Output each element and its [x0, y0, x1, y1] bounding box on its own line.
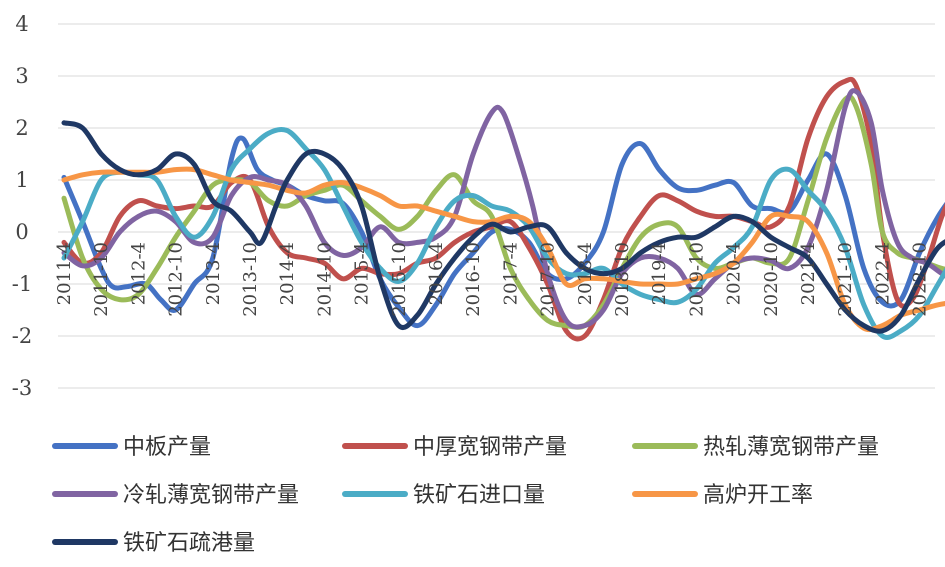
y-tick-label: -2	[12, 324, 32, 348]
series-line-1	[61, 135, 945, 329]
y-tick-label: 4	[15, 12, 28, 36]
legend-item: 铁矿石疏港量	[52, 531, 255, 556]
x-tick-label: 2016-4	[426, 242, 447, 305]
x-tick-label: 2011-10	[91, 242, 112, 317]
x-tick-label: 2012-10	[166, 242, 187, 317]
y-tick-label: 2	[15, 116, 28, 140]
x-tick-label: 2013-10	[240, 242, 261, 317]
x-tick-label: 2018-4	[575, 242, 596, 305]
x-tick-label: 2020-10	[761, 242, 782, 317]
y-tick-label: 3	[15, 64, 28, 88]
legend-item: 铁矿石进口量	[342, 483, 545, 508]
x-tick-label: 2017-10	[538, 242, 559, 317]
series-lines	[61, 76, 945, 342]
x-tick-label: 2020-4	[724, 242, 745, 305]
legend-item: 中厚宽钢带产量	[342, 435, 567, 460]
x-tick-label: 2013-4	[203, 242, 224, 305]
series-line-6	[61, 166, 945, 333]
legend-label: 中厚宽钢带产量	[413, 435, 567, 460]
legend-label: 高炉开工率	[703, 483, 813, 508]
x-tick-label: 2014-10	[314, 242, 335, 317]
legend-label: 铁矿石进口量	[413, 483, 545, 508]
series-line-3	[61, 94, 945, 330]
x-tick-label: 2022-10	[910, 242, 931, 317]
y-tick-label: -1	[12, 272, 32, 296]
y-tick-label: 0	[15, 220, 28, 244]
x-tick-label: 2015-4	[352, 242, 373, 305]
series-line-7	[61, 120, 945, 334]
x-tick-label: 2017-4	[500, 242, 521, 305]
x-tick-label: 2012-4	[128, 242, 149, 305]
legend-label: 中板产量	[123, 435, 211, 460]
y-tick-label: -3	[12, 376, 32, 400]
x-tick-label: 2018-10	[612, 242, 633, 317]
legend-item: 冷轧薄宽钢带产量	[52, 483, 299, 508]
x-axis-ticks: 2011-4 2011-10 2012-4 2012-10 2013-4 2013-10 2…	[54, 242, 931, 317]
legend-item: 中板产量	[52, 435, 211, 460]
legend-item: 高炉开工率	[632, 483, 813, 508]
x-tick-label: 2015-10	[389, 242, 410, 317]
x-tick-label: 2016-10	[463, 242, 484, 317]
y-axis-ticks: 4 3 2 1 0 -1 -2 -3	[12, 12, 32, 400]
x-tick-label: 2021-10	[835, 242, 856, 317]
x-tick-label: 2011-4	[54, 242, 75, 305]
series-line-4	[61, 88, 945, 330]
x-tick-label: 2019-10	[686, 242, 707, 317]
x-tick-label: 2022-4	[872, 242, 893, 305]
x-tick-label: 2019-4	[649, 242, 670, 305]
legend-label: 冷轧薄宽钢带产量	[123, 483, 299, 508]
x-tick-label: 2021-4	[798, 242, 819, 305]
legend-label: 铁矿石疏港量	[123, 531, 255, 556]
x-tick-label: 2014-4	[277, 242, 298, 305]
legend-item: 热轧薄宽钢带产量	[632, 435, 879, 460]
y-tick-label: 1	[15, 168, 28, 192]
legend-label: 热轧薄宽钢带产量	[703, 435, 879, 460]
